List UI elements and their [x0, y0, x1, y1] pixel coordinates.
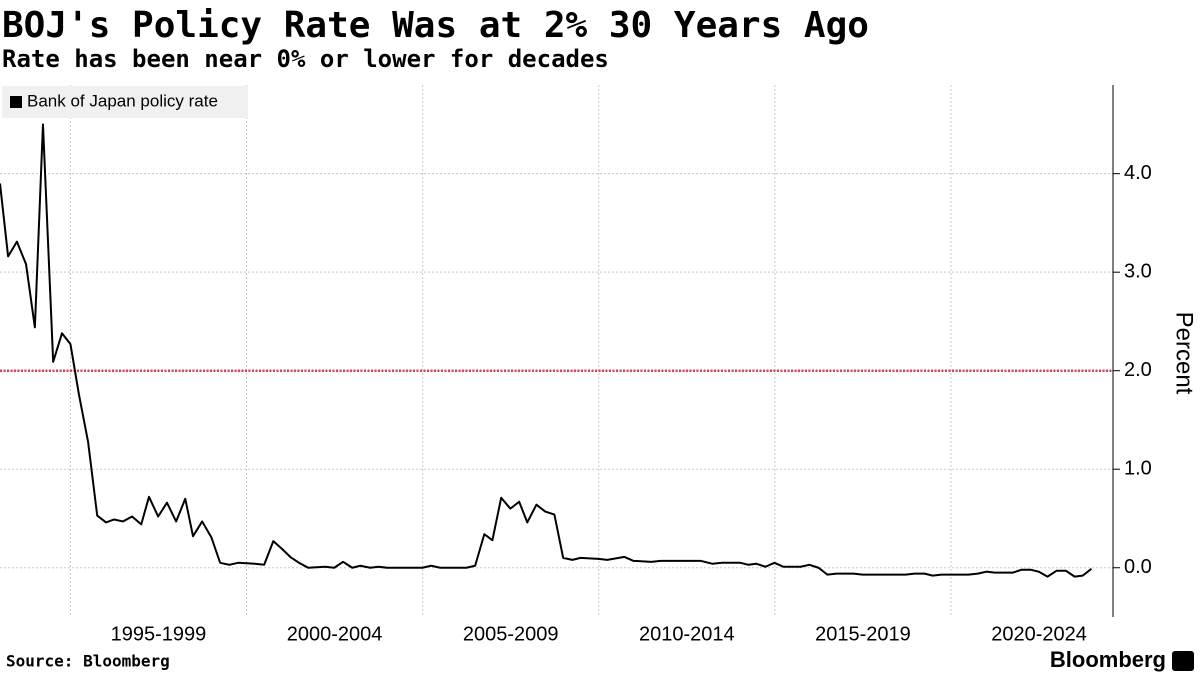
- legend-box: [2, 86, 248, 118]
- series-line: [0, 123, 1093, 578]
- x-tick-label: 2015-2019: [815, 623, 911, 645]
- y-tick-label: 0.0: [1124, 556, 1152, 578]
- brand-icon: [1172, 651, 1194, 671]
- y-axis-label: Percent: [1171, 312, 1198, 395]
- brand: Bloomberg: [1050, 647, 1166, 672]
- y-tick-label: 4.0: [1124, 162, 1152, 184]
- x-tick-label: 1995-1999: [111, 623, 207, 645]
- chart-subtitle: Rate has been near 0% or lower for decad…: [2, 45, 609, 73]
- y-tick-label: 1.0: [1124, 458, 1152, 480]
- y-tick-label: 3.0: [1124, 260, 1152, 282]
- x-tick-label: 2020-2024: [991, 623, 1087, 645]
- x-tick-label: 2010-2014: [639, 623, 735, 645]
- legend-label: Bank of Japan policy rate: [27, 91, 218, 110]
- x-tick-label: 2000-2004: [287, 623, 383, 645]
- y-tick-label: 2.0: [1124, 359, 1152, 381]
- legend-swatch: [10, 96, 22, 108]
- source: Source: Bloomberg: [6, 652, 170, 671]
- x-tick-label: 2005-2009: [463, 623, 559, 645]
- chart-title: BOJ's Policy Rate Was at 2% 30 Years Ago: [2, 5, 869, 46]
